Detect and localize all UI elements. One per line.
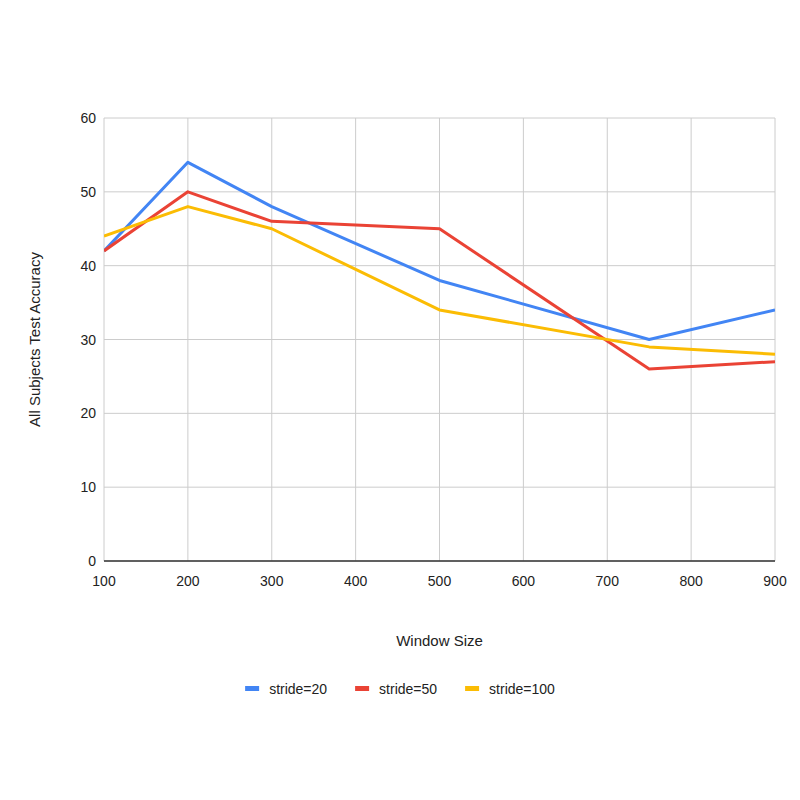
- series-line: [104, 192, 775, 369]
- x-tick-label: 700: [596, 573, 620, 589]
- y-grid-line: [104, 561, 775, 562]
- legend-swatch: [245, 686, 259, 691]
- chart: 0 10 20 30 40 50 60 100 200 300 400 500 600 700 800 900…: [0, 0, 800, 800]
- y-grid-line: [104, 118, 775, 119]
- y-tick-label: 10: [80, 479, 96, 495]
- background: [0, 0, 800, 800]
- y-tick-label: 40: [80, 258, 96, 274]
- series-lines: [104, 162, 775, 369]
- y-axis-title: All Subjects Test Accuracy: [26, 252, 43, 427]
- y-grid-line: [104, 413, 775, 414]
- legend-swatch: [355, 686, 369, 691]
- y-tick-label: 0: [88, 553, 96, 569]
- series-line: [104, 207, 775, 355]
- x-tick-label: 400: [344, 573, 368, 589]
- x-tick-label: 200: [176, 573, 200, 589]
- y-tick-label: 20: [80, 405, 96, 421]
- legend-label: stride=100: [489, 681, 555, 697]
- x-tick-label: 600: [512, 573, 536, 589]
- y-grid-line: [104, 191, 775, 192]
- y-grid-line: [104, 339, 775, 340]
- legend: stride=20 stride=50 stride=100: [245, 681, 555, 697]
- x-axis-line: [104, 560, 775, 561]
- y-grid-line: [104, 265, 775, 266]
- y-tick-label: 30: [80, 332, 96, 348]
- x-tick-label: 500: [428, 573, 452, 589]
- x-tick-label: 100: [92, 573, 116, 589]
- y-tick-label: 50: [80, 184, 96, 200]
- grid: [104, 118, 775, 561]
- x-tick-label: 900: [763, 573, 787, 589]
- y-grid-line: [104, 487, 775, 488]
- series-line: [104, 162, 775, 339]
- y-tick-label: 60: [80, 110, 96, 126]
- legend-swatch: [465, 686, 479, 691]
- x-tick-label: 800: [679, 573, 703, 589]
- x-axis-title: Window Size: [396, 632, 483, 649]
- legend-label: stride=20: [269, 681, 327, 697]
- legend-label: stride=50: [379, 681, 437, 697]
- x-tick-label: 300: [260, 573, 284, 589]
